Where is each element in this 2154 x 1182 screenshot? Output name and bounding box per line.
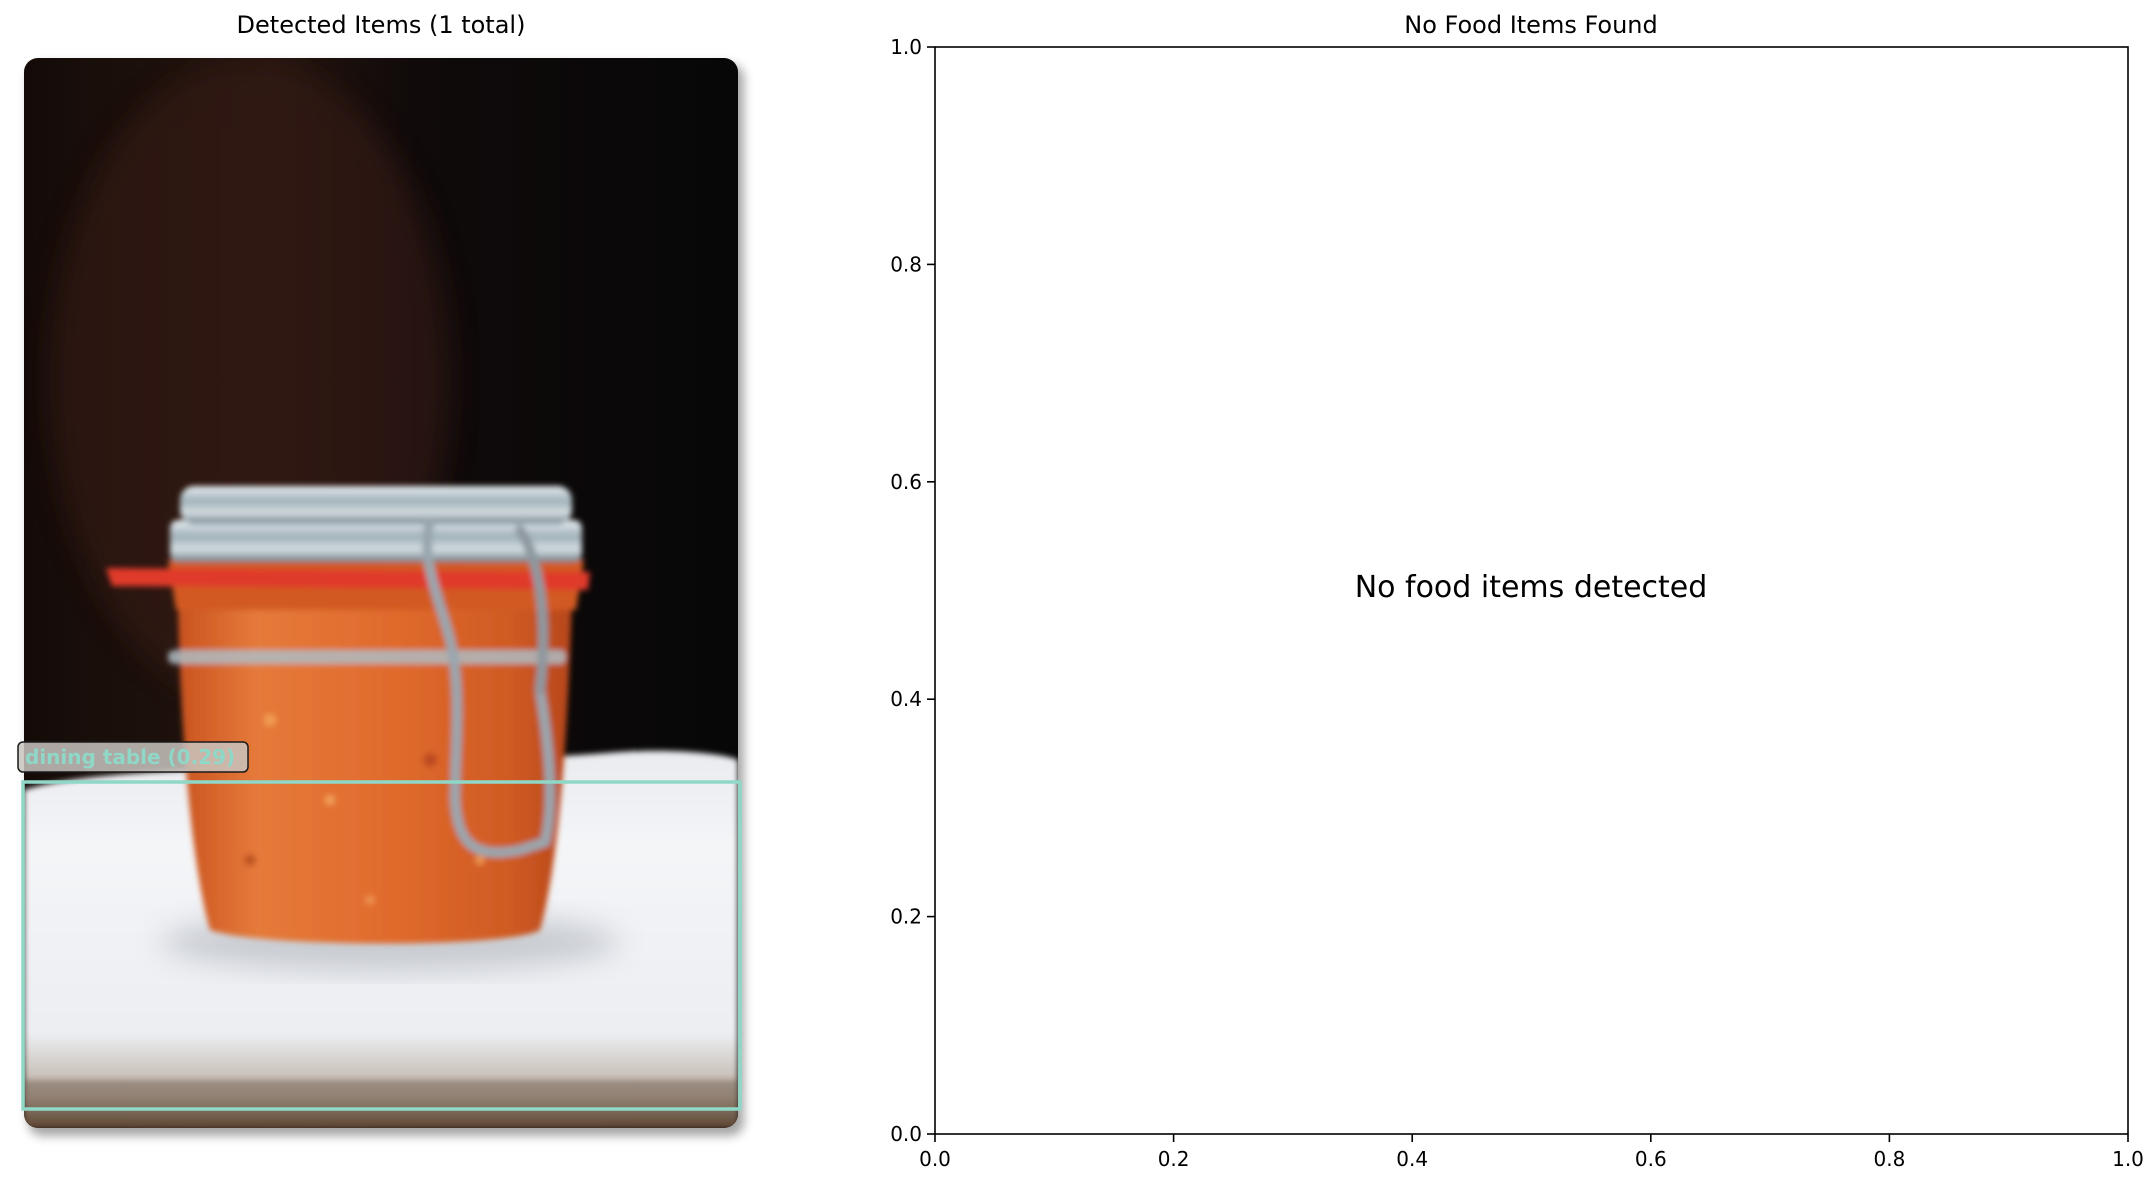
- y-tick-label: 0.2: [890, 905, 922, 929]
- y-tick-label: 1.0: [890, 35, 922, 59]
- x-tick-label: 0.4: [1396, 1147, 1428, 1171]
- x-tick-label: 0.2: [1158, 1147, 1190, 1171]
- detection-panel-title: Detected Items (1 total): [237, 11, 526, 39]
- x-tick-label: 0.6: [1635, 1147, 1667, 1171]
- x-tick-label: 0.8: [1873, 1147, 1905, 1171]
- x-tick-label: 1.0: [2112, 1147, 2144, 1171]
- chart-title: No Food Items Found: [1404, 11, 1658, 39]
- y-axis: 0.0 0.2 0.4 0.6 0.8 1.0: [890, 35, 935, 1146]
- y-tick-label: 0.6: [890, 470, 922, 494]
- no-items-annotation: No food items detected: [1355, 570, 1708, 605]
- y-tick-label: 0.0: [890, 1122, 922, 1146]
- x-axis: 0.0 0.2 0.4 0.6 0.8 1.0: [919, 1134, 2144, 1171]
- y-tick-label: 0.8: [890, 252, 922, 276]
- food-chart: No Food Items Found 0.0 0.2 0.4 0.6 0.8 1.0 0…: [890, 11, 2144, 1171]
- detection-label: dining table (0.29): [25, 745, 235, 769]
- detection-bounding-box[interactable]: [21, 780, 742, 1111]
- detection-label-box: [17, 741, 249, 773]
- food-photo: [24, 58, 738, 1128]
- detection-panel: Detected Items (1 total): [17, 11, 744, 1136]
- x-tick-label: 0.0: [919, 1147, 951, 1171]
- plot-area: [934, 46, 2129, 1135]
- jar-image: [106, 486, 590, 944]
- y-tick-label: 0.4: [890, 687, 922, 711]
